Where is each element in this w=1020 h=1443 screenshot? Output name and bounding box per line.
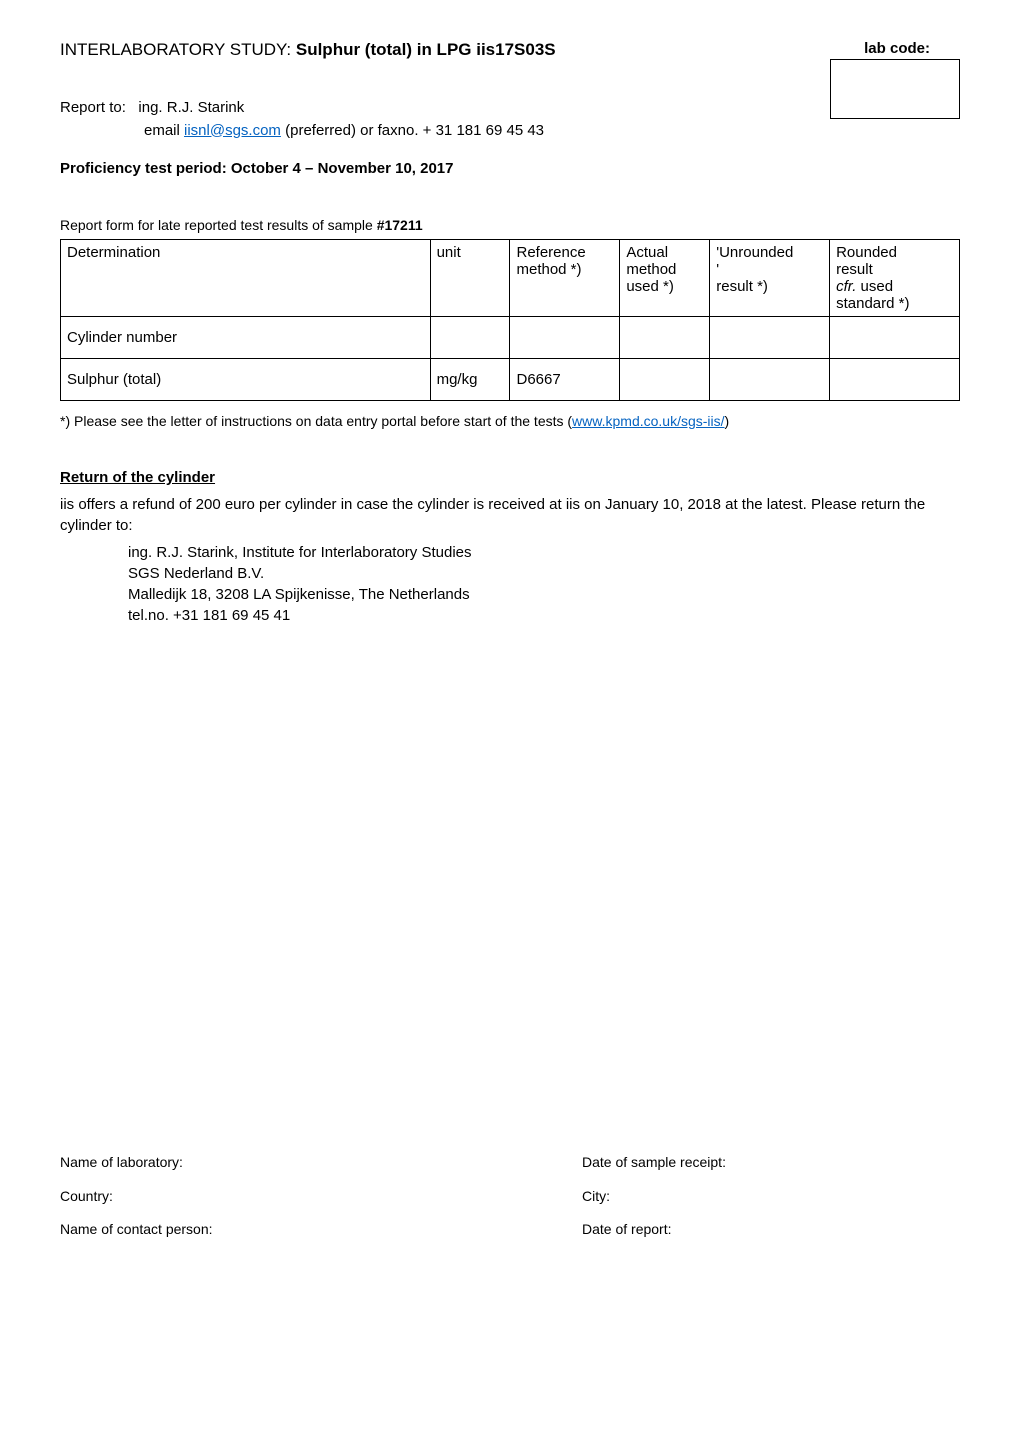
return-cylinder-heading: Return of the cylinder <box>60 469 960 486</box>
footer-country: Country: <box>60 1180 582 1214</box>
email-suffix: (preferred) or faxno. + 31 181 69 45 43 <box>281 122 544 139</box>
email-prefix: email <box>144 122 184 139</box>
address-line: Malledijk 18, 3208 LA Spijkenisse, The N… <box>128 584 960 605</box>
lab-code-section: lab code: <box>830 40 960 119</box>
footer-name-of-laboratory: Name of laboratory: <box>60 1146 582 1180</box>
page-title: INTERLABORATORY STUDY: Sulphur (total) i… <box>60 40 556 60</box>
footer-date-sample-receipt: Date of sample receipt: <box>582 1146 960 1180</box>
cell-unrounded[interactable] <box>710 317 830 359</box>
cell-unit: mg/kg <box>430 359 510 401</box>
col-header-determination: Determination <box>61 240 431 317</box>
cell-rounded[interactable] <box>830 359 960 401</box>
title-prefix: INTERLABORATORY STUDY: <box>60 40 296 59</box>
return-cylinder-body: iis offers a refund of 200 euro per cyli… <box>60 494 960 536</box>
col-header-unrounded: 'Unrounded ' result *) <box>710 240 830 317</box>
col-header-ref-method: Reference method *) <box>510 240 620 317</box>
cell-rounded[interactable] <box>830 317 960 359</box>
cell-unit <box>430 317 510 359</box>
cell-actual-method[interactable] <box>620 317 710 359</box>
report-to-block: Report to: ing. R.J. Starink email iisnl… <box>60 97 960 142</box>
footer-row: Name of contact person: Date of report: <box>60 1213 960 1247</box>
cell-ref-method: D6667 <box>510 359 620 401</box>
footnote-prefix: *) Please see the letter of instructions… <box>60 413 572 429</box>
cell-actual-method[interactable] <box>620 359 710 401</box>
col-header-actual-method: Actual method used *) <box>620 240 710 317</box>
cell-ref-method <box>510 317 620 359</box>
footnote-suffix: ) <box>725 413 730 429</box>
table-header-row: Determination unit Reference method *) A… <box>61 240 960 317</box>
lab-code-box[interactable] <box>830 59 960 119</box>
footer-row: Name of laboratory: Date of sample recei… <box>60 1146 960 1180</box>
footer-city: City: <box>582 1180 960 1214</box>
footer-name-contact-person: Name of contact person: <box>60 1213 582 1247</box>
footer-row: Country: City: <box>60 1180 960 1214</box>
address-line: SGS Nederland B.V. <box>128 563 960 584</box>
footer-date-of-report: Date of report: <box>582 1213 960 1247</box>
email-link[interactable]: iisnl@sgs.com <box>184 122 281 139</box>
sample-number: #17211 <box>377 217 423 233</box>
address-line: ing. R.J. Starink, Institute for Interla… <box>128 542 960 563</box>
return-address-block: ing. R.J. Starink, Institute for Interla… <box>60 542 960 626</box>
cell-determination: Sulphur (total) <box>61 359 431 401</box>
title-bold: Sulphur (total) in LPG iis17S03S <box>296 40 556 59</box>
col-header-unit: unit <box>430 240 510 317</box>
proficiency-period: Proficiency test period: October 4 – Nov… <box>60 160 960 177</box>
lab-code-label: lab code: <box>864 40 930 57</box>
cell-unrounded[interactable] <box>710 359 830 401</box>
footer: Name of laboratory: Date of sample recei… <box>60 1146 960 1247</box>
address-line: tel.no. +31 181 69 45 41 <box>128 605 960 626</box>
report-form-intro: Report form for late reported test resul… <box>60 217 960 233</box>
report-to-email-line: email iisnl@sgs.com (preferred) or faxno… <box>60 120 960 143</box>
footnote-link[interactable]: www.kpmd.co.uk/sgs-iis/ <box>572 413 724 429</box>
report-to-label: Report to: <box>60 99 126 116</box>
results-table: Determination unit Reference method *) A… <box>60 239 960 401</box>
cell-determination: Cylinder number <box>61 317 431 359</box>
footnote: *) Please see the letter of instructions… <box>60 413 960 429</box>
table-row: Sulphur (total) mg/kg D6667 <box>61 359 960 401</box>
report-to-name: ing. R.J. Starink <box>138 99 244 116</box>
report-form-intro-text: Report form for late reported test resul… <box>60 217 377 233</box>
col-header-rounded: Rounded result cfr. used standard *) <box>830 240 960 317</box>
table-row: Cylinder number <box>61 317 960 359</box>
